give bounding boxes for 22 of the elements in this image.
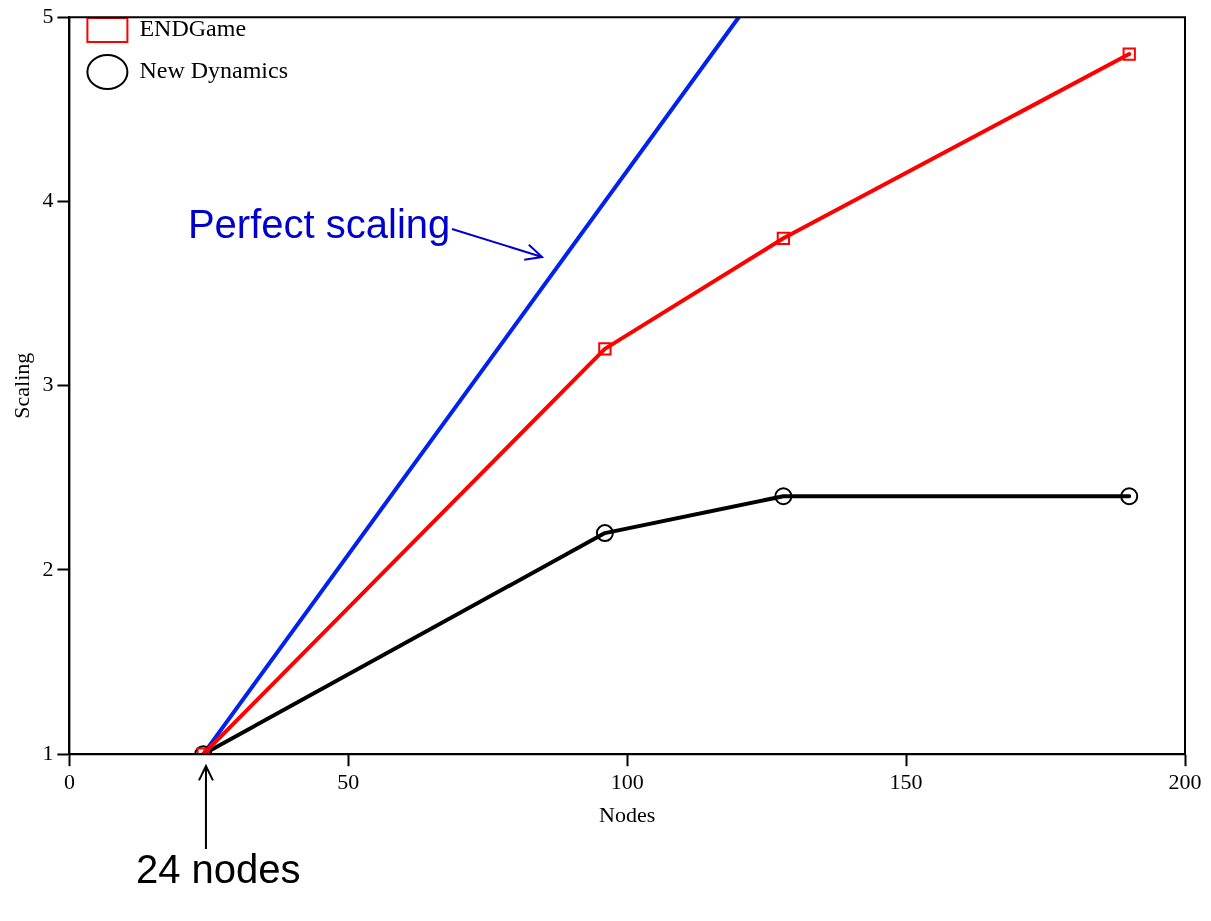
annotation: 24 nodes (135, 847, 301, 892)
x-axis-title: Nodes (599, 801, 656, 827)
point (1122, 47, 1136, 61)
x-tick-label: 150 (889, 769, 923, 795)
x-tick-label: 0 (63, 769, 75, 795)
y-tick-label: 1 (42, 739, 54, 765)
y-tick-label: 3 (42, 371, 54, 397)
x-tick-label: 50 (337, 769, 360, 795)
point (776, 231, 791, 245)
y-tick-label: 5 (42, 2, 54, 28)
x-tick-label: 100 (610, 769, 644, 795)
annotation: Perfect scaling (187, 201, 451, 246)
point (595, 524, 614, 543)
y-tick-label: 2 (42, 555, 54, 581)
x-tick-label: 200 (1168, 769, 1202, 795)
legend-label: ENDGame (139, 15, 247, 42)
point (774, 487, 793, 506)
point (598, 342, 612, 356)
y-tick-label: 4 (42, 187, 54, 213)
point (1120, 487, 1139, 506)
legend-label: New Dynamics (139, 57, 289, 84)
y-axis-title: Scaling (8, 352, 34, 419)
